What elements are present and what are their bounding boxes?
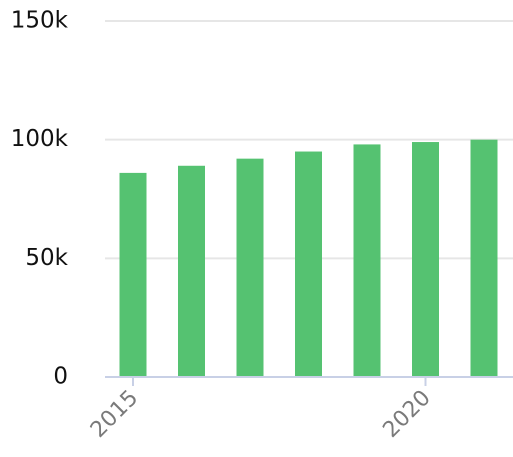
y-tick-label: 50k bbox=[25, 245, 68, 271]
x-tick-label: 2015 bbox=[86, 386, 143, 443]
x-tick-labels: 2015 2020 bbox=[86, 386, 436, 443]
bar-2017[interactable] bbox=[236, 158, 264, 377]
bar-2018[interactable] bbox=[295, 151, 322, 377]
bar-2021[interactable] bbox=[470, 139, 498, 377]
bar-2019[interactable] bbox=[353, 144, 381, 377]
bar-2020[interactable] bbox=[412, 142, 439, 377]
bar-2015[interactable] bbox=[119, 172, 147, 377]
bar-2016[interactable] bbox=[178, 165, 205, 377]
y-tick-label: 100k bbox=[11, 126, 69, 152]
x-tick-label: 2020 bbox=[378, 386, 435, 443]
x-axis bbox=[105, 376, 513, 386]
y-tick-label: 150k bbox=[11, 8, 69, 34]
bars bbox=[119, 139, 498, 377]
y-tick-label: 0 bbox=[53, 364, 68, 390]
y-tick-labels: 0 50k 100k 150k bbox=[11, 8, 69, 390]
